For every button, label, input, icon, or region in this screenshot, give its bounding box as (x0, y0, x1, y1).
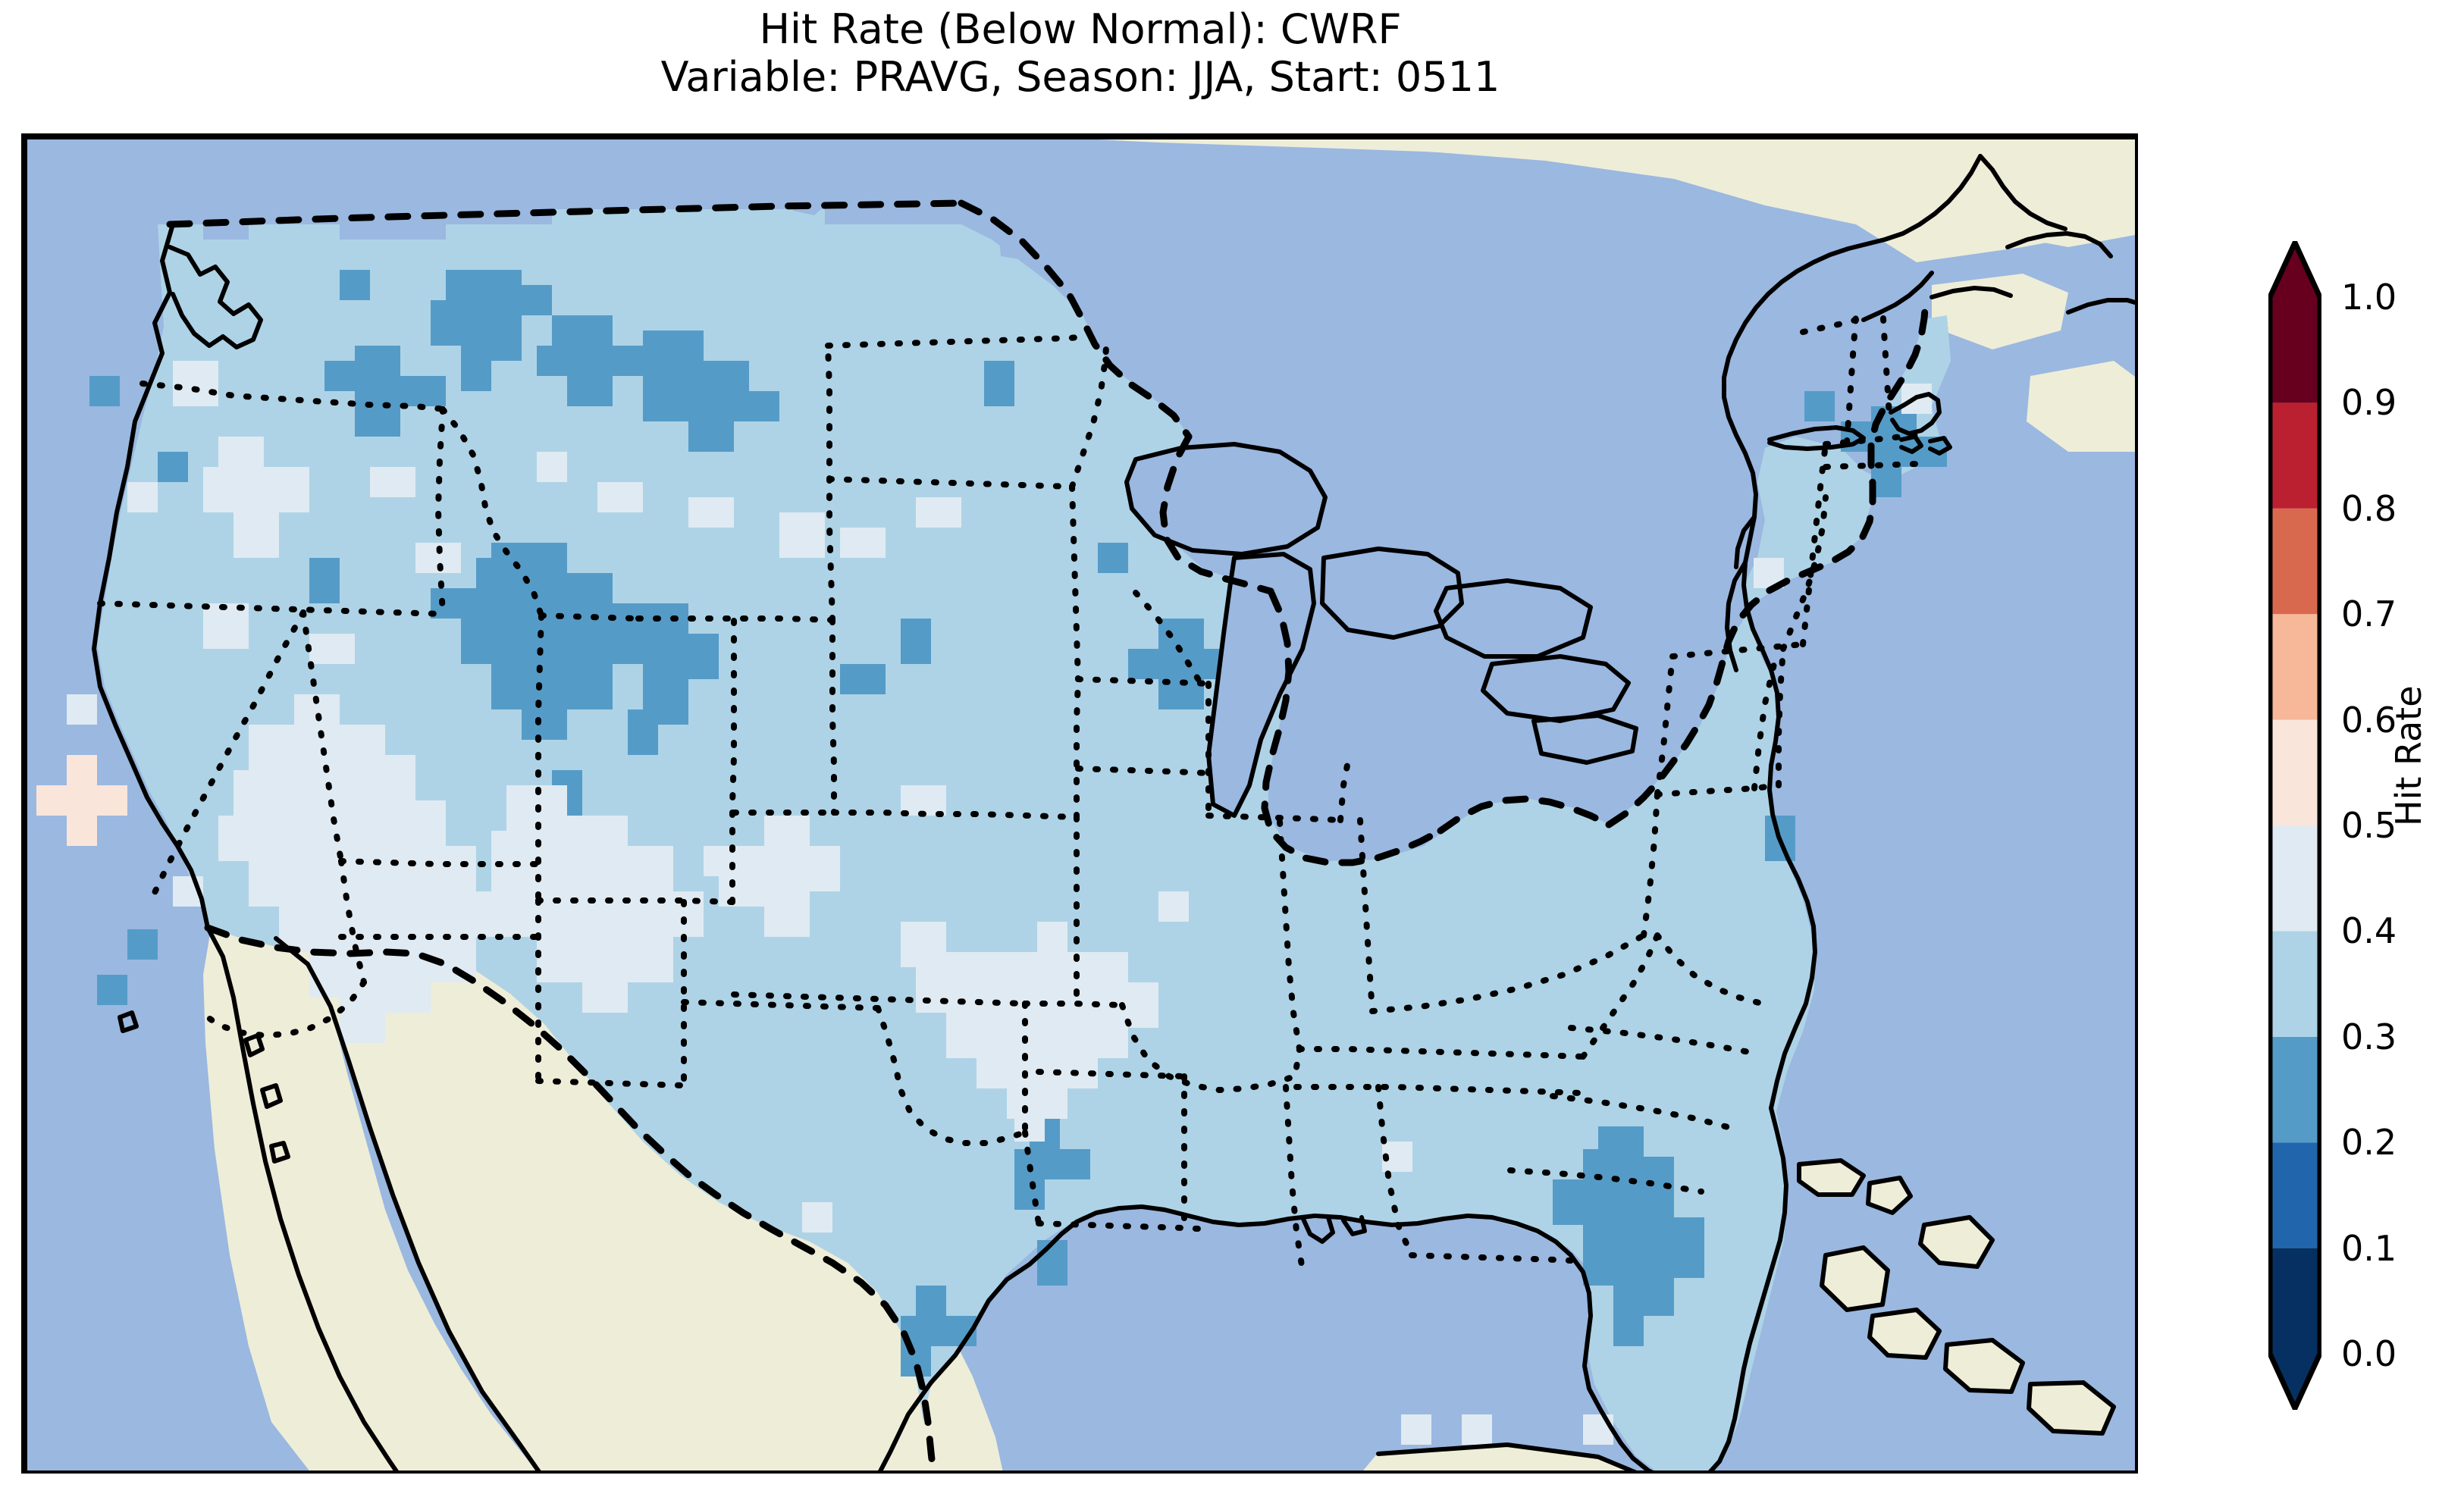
hit-rate-region (901, 619, 931, 664)
colorbar-band (2270, 1036, 2320, 1143)
figure-title: Hit Rate (Below Normal): CWRF Variable: … (0, 5, 2161, 101)
map-canvas (24, 136, 2135, 1471)
colorbar-band (2270, 614, 2320, 720)
hit-rate-region (779, 512, 825, 558)
hit-rate-region (173, 361, 218, 406)
hit-rate-region (901, 922, 1158, 1119)
hit-rate-data-layer (36, 209, 1951, 1471)
national-border-layer (166, 199, 1930, 1471)
colorbar-tick-label: 0.9 (2341, 382, 2397, 424)
hit-rate-region (324, 346, 446, 437)
hit-rate-region (36, 755, 127, 846)
colorbar-extend-max (2270, 243, 2320, 297)
state-border-layer (97, 312, 1920, 1273)
hit-rate-region (537, 452, 567, 482)
colorbar-bands (2270, 243, 2320, 1408)
colorbar-band (2270, 297, 2320, 403)
colorbar-band (2270, 825, 2320, 932)
hit-rate-region (840, 528, 886, 558)
hit-rate-region (597, 482, 643, 512)
hit-rate-region (1462, 1414, 1492, 1445)
hit-rate-region (218, 694, 506, 1043)
hit-rate-region (203, 603, 249, 649)
hit-rate-region (309, 634, 355, 664)
hit-rate-region (1754, 558, 1784, 588)
title-line-1: Hit Rate (Below Normal): CWRF (759, 5, 1402, 53)
hit-rate-region (901, 785, 946, 816)
hit-rate-region (67, 694, 97, 725)
hit-rate-region (97, 975, 127, 1005)
colorbar-tick-label: 0.3 (2341, 1016, 2397, 1057)
hit-rate-region (127, 929, 158, 960)
hit-rate-region (1401, 1414, 1431, 1445)
colorbar-tick-label: 0.2 (2341, 1122, 2397, 1164)
hit-rate-region (309, 558, 340, 603)
colorbar-band (2270, 402, 2320, 509)
hit-rate-region (1841, 406, 1947, 497)
hit-rate-region (370, 467, 415, 497)
hit-rate-region (431, 270, 552, 391)
colorbar-band (2270, 508, 2320, 615)
hit-rate-region (127, 482, 158, 512)
colorbar-canvas (2268, 241, 2321, 1410)
hit-rate-region (1382, 1142, 1412, 1172)
hit-rate-region (1553, 1126, 1704, 1346)
colorbar-outline (2268, 241, 2321, 1410)
colorbar-band (2270, 1142, 2320, 1248)
great-lakes-layer (793, 176, 1719, 816)
colorbar-tick-label: 0.7 (2341, 594, 2397, 635)
colorbar-band (2270, 1248, 2320, 1354)
hit-rate-region (97, 209, 1951, 1471)
hit-rate-region (704, 816, 840, 937)
hit-rate-region (1014, 1111, 1045, 1142)
colorbar-tick-label: 0.0 (2341, 1333, 2397, 1374)
title-line-2: Variable: PRAVG, Season: JJA, Start: 051… (660, 52, 1500, 101)
hit-rate-region (431, 543, 643, 740)
hit-rate-region (158, 452, 188, 482)
hit-rate-region (628, 330, 779, 452)
hit-rate-region (340, 270, 370, 300)
hit-rate-region (984, 361, 1014, 406)
map-panel (21, 133, 2138, 1474)
colorbar-tick-label: 0.1 (2341, 1227, 2397, 1269)
hit-rate-region (1098, 543, 1128, 573)
colorbar (2268, 241, 2321, 1410)
colorbar-tick-label: 1.0 (2341, 277, 2397, 318)
hit-rate-region (1158, 891, 1189, 922)
hit-rate-region (840, 664, 886, 694)
hit-rate-region (688, 497, 734, 528)
hit-rate-region (1037, 1240, 1067, 1286)
colorbar-extend-min (2270, 1354, 2320, 1408)
colorbar-axis-label: Hit Rate (2388, 685, 2429, 826)
hit-rate-region (901, 1286, 977, 1377)
hit-rate-region (491, 785, 704, 1013)
colorbar-band (2270, 719, 2320, 825)
hit-rate-region (203, 437, 309, 558)
colorbar-tick-label: 0.4 (2341, 910, 2397, 952)
hit-rate-region (802, 1202, 832, 1232)
hit-rate-region (1804, 391, 1835, 421)
colorbar-band (2270, 931, 2320, 1037)
hit-rate-region (916, 497, 961, 528)
hit-rate-region (1583, 1414, 1613, 1445)
hit-rate-region (89, 376, 120, 406)
colorbar-tick-label: 0.5 (2341, 805, 2397, 846)
hit-rate-region (628, 603, 719, 755)
colorbar-tick-label: 0.6 (2341, 699, 2397, 741)
hit-rate-region (415, 543, 461, 573)
hit-rate-region (537, 315, 643, 406)
colorbar-tick-label: 0.8 (2341, 487, 2397, 529)
